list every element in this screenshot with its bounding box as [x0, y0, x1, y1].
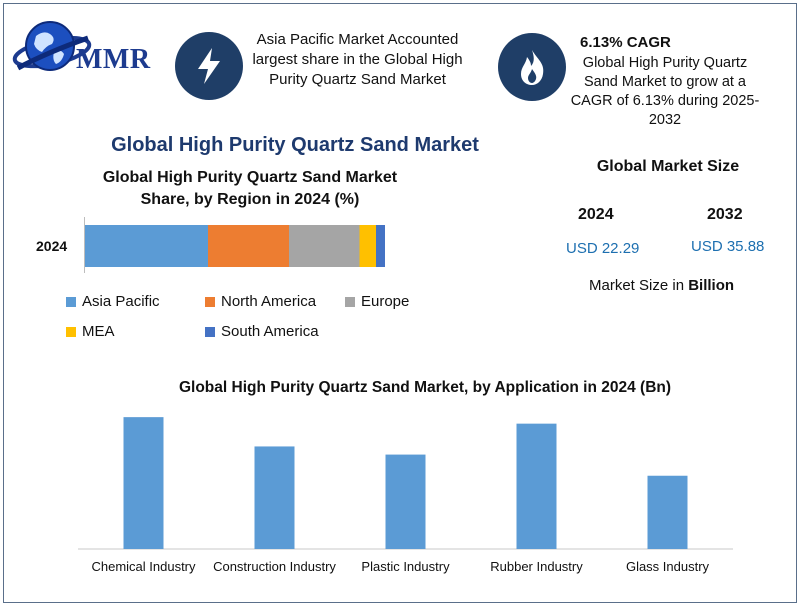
legend-label: South America [221, 323, 319, 340]
legend-label: North America [221, 293, 317, 310]
application-chart-title: Global High Purity Quartz Sand Market, b… [178, 379, 672, 396]
legend-item-north-america: North America [205, 293, 316, 310]
main-title: Global High Purity Quartz Sand Market [111, 134, 479, 156]
legend-label: MEA [82, 323, 115, 340]
legend-swatch [205, 326, 215, 337]
legend-label: Asia Pacific [82, 293, 160, 310]
application-bar-chemical-industry [123, 417, 164, 549]
market-size-year-end: 2032 [707, 206, 743, 223]
legend-swatch [66, 296, 76, 307]
flame-icon [498, 33, 566, 101]
region-bar-segment-south-america [376, 225, 385, 267]
region-highlight-text: Asia Pacific Market Accounted largest sh… [252, 31, 463, 88]
x-tick-label: Construction Industry [213, 559, 336, 574]
globe-logo-icon [12, 21, 92, 71]
legend-label: Europe [361, 293, 410, 310]
cagr-title: 6.13% CAGR [580, 34, 671, 51]
market-size-value-start: USD 22.29 [566, 240, 640, 257]
region-bar-segment-europe [289, 225, 360, 267]
legend-item-europe: Europe [345, 293, 409, 310]
legend-item-mea: MEA [66, 323, 115, 340]
application-bar-rubber-industry [516, 423, 557, 549]
x-tick-label: Plastic Industry [361, 559, 450, 574]
region-bar-segment-north-america [208, 225, 289, 267]
region-stacked-bar [85, 225, 385, 267]
market-size-title: Global Market Size [596, 158, 740, 175]
application-bar-chart: Chemical Industry Construction Industry Pl… [78, 417, 733, 574]
region-chart-title: Global High Purity Quartz Sand Market Sh… [102, 169, 398, 208]
unit-bold: Billion [688, 277, 735, 294]
cagr-text: Global High Purity Quartz Sand Market to… [570, 55, 760, 128]
legend-item-south-america: South America [205, 323, 319, 340]
application-bar-construction-industry [254, 446, 295, 549]
lightning-bolt-icon [175, 32, 243, 100]
unit-prefix: Market Size in [589, 277, 685, 294]
region-chart-axis [84, 217, 85, 273]
x-tick-label: Glass Industry [626, 559, 710, 574]
legend-swatch [345, 296, 355, 307]
x-tick-label: Chemical Industry [91, 559, 196, 574]
legend-swatch [205, 296, 215, 307]
region-bar-year-label: 2024 [36, 238, 68, 254]
legend-swatch [66, 326, 76, 337]
market-size-year-start: 2024 [578, 206, 614, 223]
market-size-unit: Market Size in Billion [589, 277, 734, 294]
brand-logo-text: MMR [76, 44, 151, 75]
region-bar-segment-mea [359, 225, 376, 267]
x-tick-label: Rubber Industry [490, 559, 583, 574]
application-bar-plastic-industry [385, 454, 426, 549]
market-size-value-end: USD 35.88 [691, 238, 765, 255]
application-bar-glass-industry [647, 475, 688, 549]
legend-item-asia-pacific: Asia Pacific [66, 293, 160, 310]
region-bar-segment-asia-pacific [85, 225, 208, 267]
